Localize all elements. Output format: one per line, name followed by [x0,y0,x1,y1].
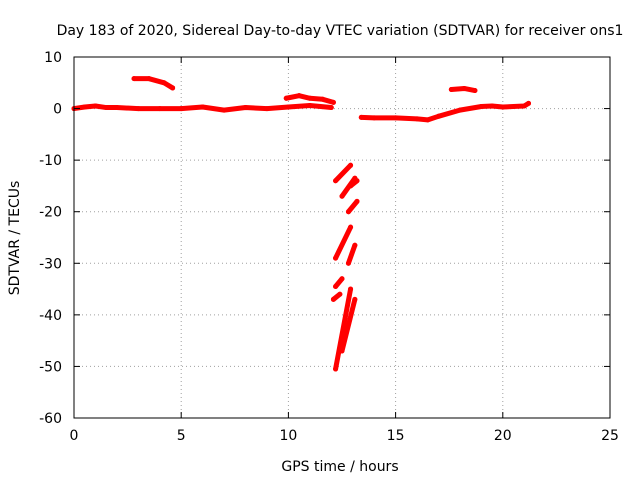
data-point [307,96,312,101]
data-point [333,178,338,183]
data-point [331,297,336,302]
data-point [393,115,398,120]
data-point [264,106,269,111]
data-point [286,105,291,110]
data-point [436,114,441,119]
data-point [415,116,420,121]
data-point [320,97,325,102]
x-tick-label: 5 [177,428,186,444]
data-point [472,88,477,93]
data-point [490,103,495,108]
data-point [462,86,467,91]
data-point [348,163,353,168]
x-tick-label: 20 [494,428,512,444]
chart-title: Day 183 of 2020, Sidereal Day-to-day VTE… [57,23,624,39]
data-point [136,106,141,111]
y-axis-label: SDTVAR / TECUs [7,181,23,296]
data-point [329,105,334,110]
y-tick-label: -50 [39,359,62,375]
y-tick-label: 0 [53,102,62,118]
y-tick-label: -10 [39,153,62,169]
data-point [500,105,505,110]
data-point [307,103,312,108]
x-axis-label: GPS time / hours [281,459,398,475]
data-point [114,105,119,110]
data-point [352,243,357,248]
data-point [157,106,162,111]
data-point [348,183,353,188]
series-drop-6 [348,245,354,263]
data-point [340,276,345,281]
data-point [297,93,302,98]
data-point [526,101,531,106]
data-point [348,287,353,292]
data-point [147,76,152,81]
data-point [170,85,175,90]
x-tick-label: 0 [70,428,79,444]
data-point [352,297,357,302]
data-point [340,194,345,199]
data-point [179,106,184,111]
data-point [355,178,360,183]
data-point [425,117,430,122]
series-drop-1 [336,165,351,180]
data-point [337,292,342,297]
y-tick-label: -30 [39,256,62,272]
data-point [346,261,351,266]
data-point [457,108,462,113]
data-point [331,100,336,105]
grid-lines [74,57,610,418]
data-point [200,105,205,110]
data-point [93,103,98,108]
data-point [82,105,87,110]
x-tick-label: 15 [387,428,405,444]
data-point [333,367,338,372]
x-tick-label: 10 [279,428,297,444]
y-tick-label: -20 [39,205,62,221]
data-point [348,225,353,230]
data-series [72,76,532,371]
series-drop-5 [336,227,351,258]
y-tick-label: -40 [39,308,62,324]
data-point [372,115,377,120]
data-point [333,256,338,261]
data-point [522,103,527,108]
series-arc-1 [134,79,173,88]
data-point [355,199,360,204]
data-point [222,108,227,113]
data-point [359,115,364,120]
data-point [132,76,137,81]
sdtvar-chart: Day 183 of 2020, Sidereal Day-to-day VTE… [0,0,640,480]
data-point [346,209,351,214]
x-tick-label: 25 [601,428,619,444]
data-point [104,105,109,110]
data-point [284,96,289,101]
data-point [162,80,167,85]
y-tick-label: -60 [39,411,62,427]
data-point [449,87,454,92]
data-point [333,284,338,289]
y-tick-label: 10 [44,50,62,66]
data-point [243,105,248,110]
data-point [340,348,345,353]
plot-frame [74,57,610,418]
data-point [479,104,484,109]
